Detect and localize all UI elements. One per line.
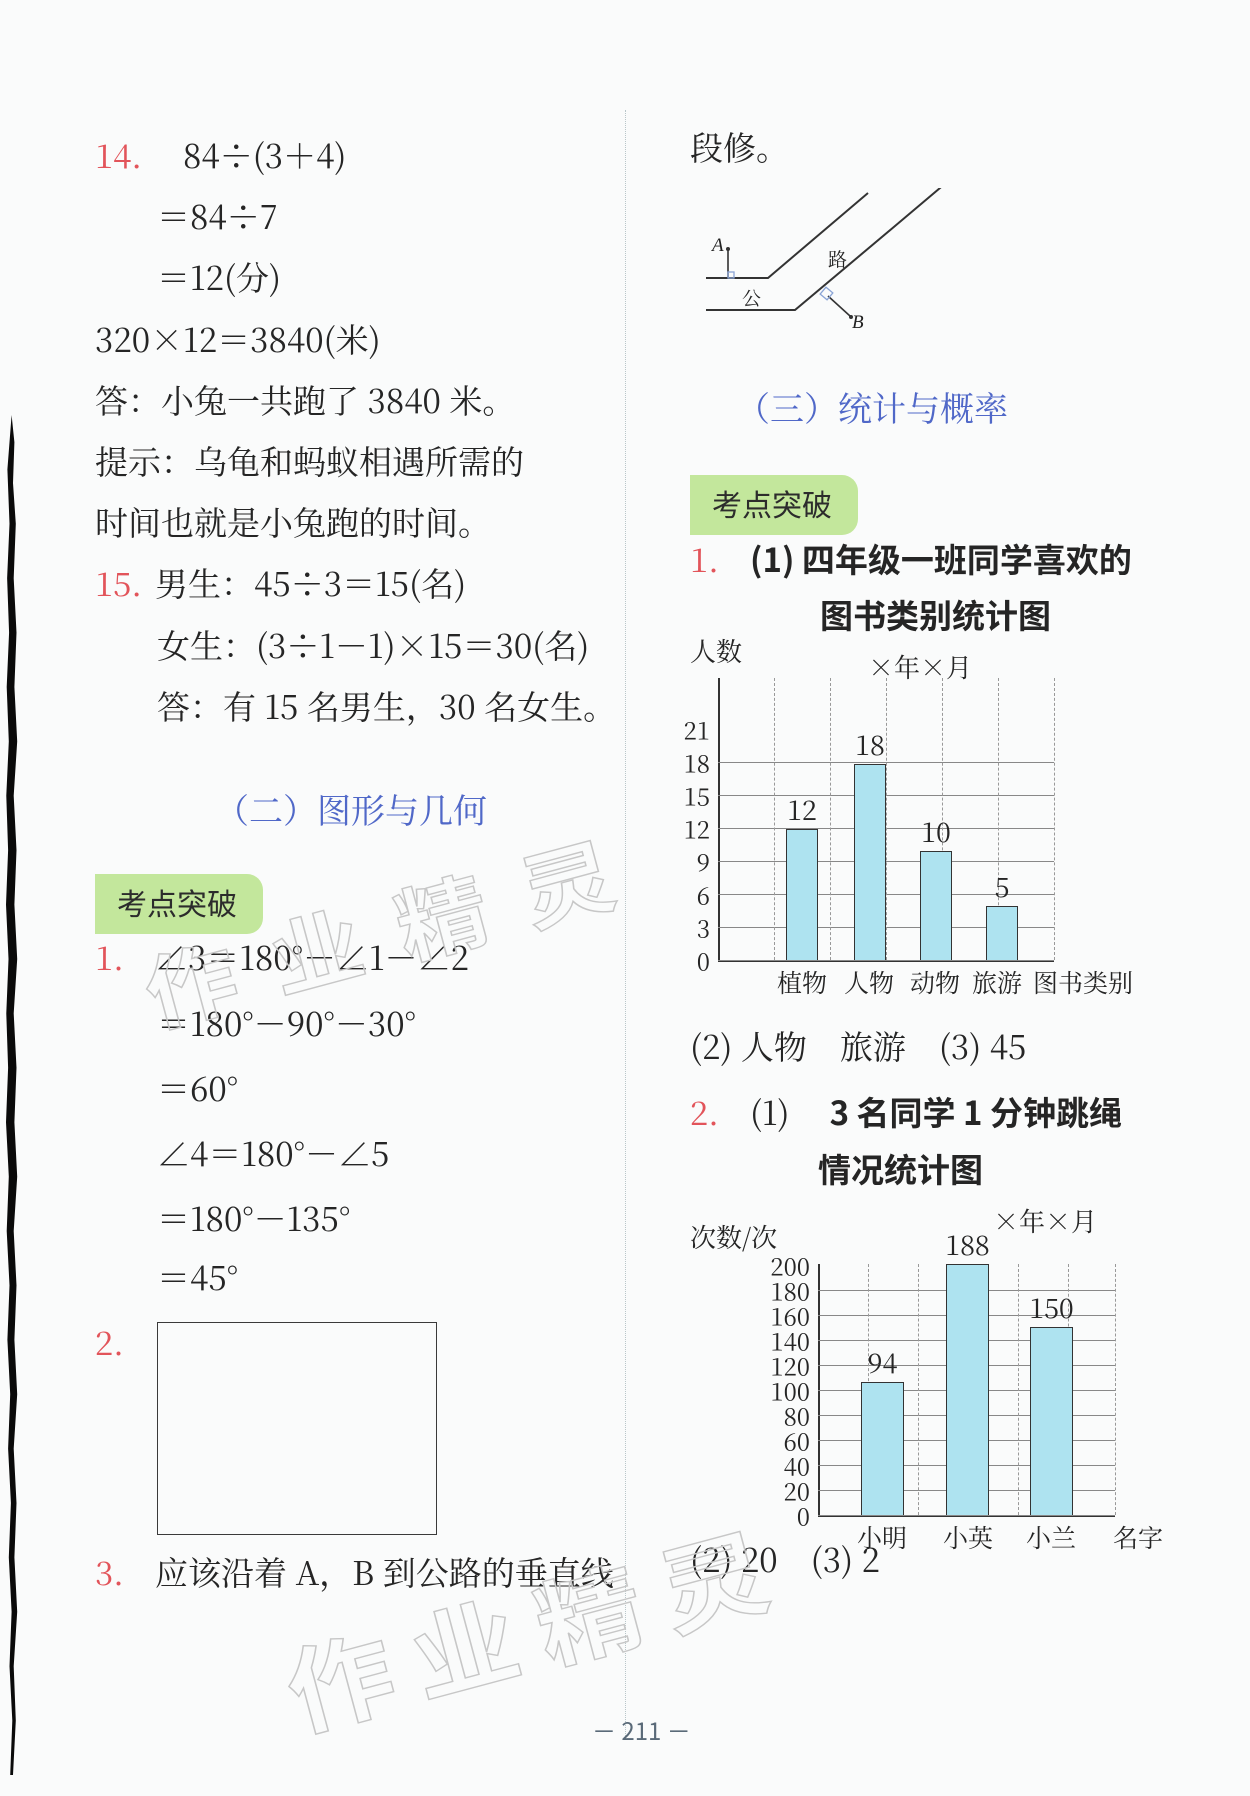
- svg-text:公: 公: [742, 284, 761, 311]
- svg-text:B: B: [852, 312, 864, 333]
- svg-text:A: A: [710, 235, 724, 256]
- svg-text:路: 路: [828, 245, 847, 272]
